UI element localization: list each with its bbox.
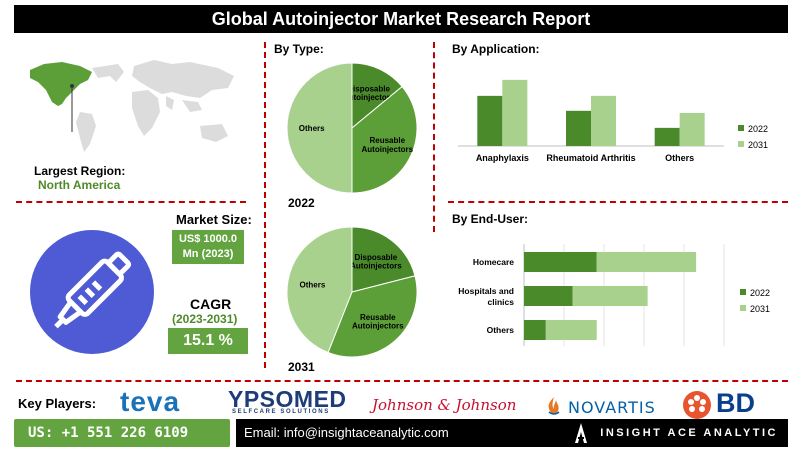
category-label: Anaphylaxis: [476, 153, 529, 163]
ypsomed-logo: YPSOMED: [228, 386, 347, 412]
pie-slice-reusable-autoinjectors: [327, 275, 418, 358]
pie-year-label: 2022: [288, 196, 315, 210]
application-bar-chart: Anaphylaxis Rheumatoid Arthritis Others 202…: [458, 79, 768, 163]
pie-slice-others: [286, 62, 353, 194]
region-pointer-dot: [70, 84, 74, 88]
legend-swatch-2031: [738, 141, 744, 147]
bar-rheumatoid-arthritis-2022: [566, 110, 591, 146]
end-user-bar-chart: Homecare Hospitals and clinics Others 2022 20…: [458, 244, 770, 346]
bar-homecare-2022: [524, 252, 597, 272]
cagr-value: 15.1 %: [183, 332, 233, 349]
pie-label-others: Others: [299, 124, 325, 133]
key-players-label: Key Players:: [18, 396, 97, 411]
legend-swatch-2022: [740, 289, 746, 295]
pie-slice-others: [286, 226, 353, 354]
bar-hospitals-and-clinics-2031: [572, 286, 648, 306]
bar-others-2022: [654, 127, 680, 146]
market-size-box: US$ 1000.0 Mn (2023): [172, 230, 244, 264]
category-label: Others: [665, 153, 694, 163]
legend-swatch-2031: [740, 305, 746, 311]
legend-label-2031: 2031: [748, 140, 768, 150]
pie-chart-2022: Disposable Autoinjectors Reusable Autoinjec…: [286, 62, 418, 210]
phone-contact[interactable]: US: +1 551 226 6109: [14, 419, 230, 447]
bar-homecare-2031: [596, 252, 697, 272]
market-size-value: US$ 1000.0: [178, 233, 238, 245]
legend-label-2022: 2022: [750, 288, 770, 298]
teva-logo: teva: [120, 386, 181, 417]
category-label: Homecare: [473, 257, 514, 267]
bar-hospitals-and-clinics-2022: [524, 286, 573, 306]
pie-chart-2031: Disposable Autoinjectors Reusable Autoinjec…: [286, 226, 418, 374]
brand-name: INSIGHT ACE ANALYTIC: [600, 427, 778, 439]
divider-left: [264, 42, 266, 368]
category-label: Hospitals and clinics: [458, 286, 514, 307]
largest-region-label: Largest Region:: [34, 164, 126, 178]
bar-others-2022: [524, 320, 546, 340]
divider-right: [433, 42, 435, 232]
legend-label-2031: 2031: [750, 304, 770, 314]
pie-year-label: 2031: [288, 360, 315, 374]
cagr-value-box: 15.1 %: [168, 328, 248, 354]
pie-label-disposable-autoinjectors: Disposable Autoinjectors: [350, 253, 402, 271]
north-america-highlight: [30, 62, 92, 106]
pie-slice-disposable-autoinjectors: [351, 226, 416, 293]
divider-left-middle: [16, 201, 246, 203]
johnson-logo: Johnson & Johnson: [372, 396, 517, 414]
pie-label-reusable-autoinjectors: Reusable Autoinjectors: [362, 136, 414, 154]
legend-swatch-2022: [738, 125, 744, 131]
pie-slice-reusable-autoinjectors: [351, 85, 418, 194]
bar-rheumatoid-arthritis-2031: [591, 95, 616, 146]
bar-anaphylaxis-2022: [477, 95, 503, 146]
divider-bottom: [16, 380, 788, 382]
footer-bar: Email: info@insightaceanalytic.com INSIG…: [236, 419, 788, 447]
email-contact[interactable]: Email: info@insightaceanalytic.com: [244, 425, 449, 440]
world-map: [30, 60, 234, 152]
autoinjector-icon: [30, 230, 154, 354]
category-label: Others: [487, 325, 515, 335]
pie-label-reusable-autoinjectors: Reusable Autoinjectors: [352, 313, 404, 331]
insight-ace-brand-icon: [575, 423, 587, 443]
largest-region-value: North America: [38, 178, 121, 192]
category-label: Rheumatoid Arthritis: [546, 153, 635, 163]
cagr-period: (2023-2031): [172, 312, 238, 326]
market-size-label: Market Size:: [176, 212, 252, 227]
by-type-heading: By Type:: [274, 42, 324, 56]
bar-others-2031: [545, 320, 597, 340]
ypsomed-tagline: SELFCARE SOLUTIONS: [232, 409, 330, 415]
bd-logo: BD: [716, 388, 755, 418]
legend-label-2022: 2022: [748, 124, 768, 134]
report-title: Global Autoinjector Market Research Repo…: [14, 5, 788, 33]
bar-others-2031: [679, 112, 705, 146]
bar-anaphylaxis-2031: [502, 79, 528, 146]
pie-label-others: Others: [300, 280, 326, 289]
cagr-label: CAGR: [190, 296, 232, 312]
pie-slice-disposable-autoinjectors: [351, 62, 403, 130]
by-end-user-heading: By End-User:: [452, 212, 529, 226]
by-application-heading: By Application:: [452, 42, 540, 56]
pie-label-disposable-autoinjectors: Disposable Autoinjectors: [343, 84, 395, 102]
map-land: [76, 60, 234, 152]
novartis-flame-icon: [548, 397, 560, 415]
novartis-logo: NOVARTIS: [568, 398, 656, 417]
divider-right-middle: [448, 201, 788, 203]
bd-emblem-icon: [683, 391, 711, 419]
market-size-year: Mn (2023): [182, 248, 234, 260]
